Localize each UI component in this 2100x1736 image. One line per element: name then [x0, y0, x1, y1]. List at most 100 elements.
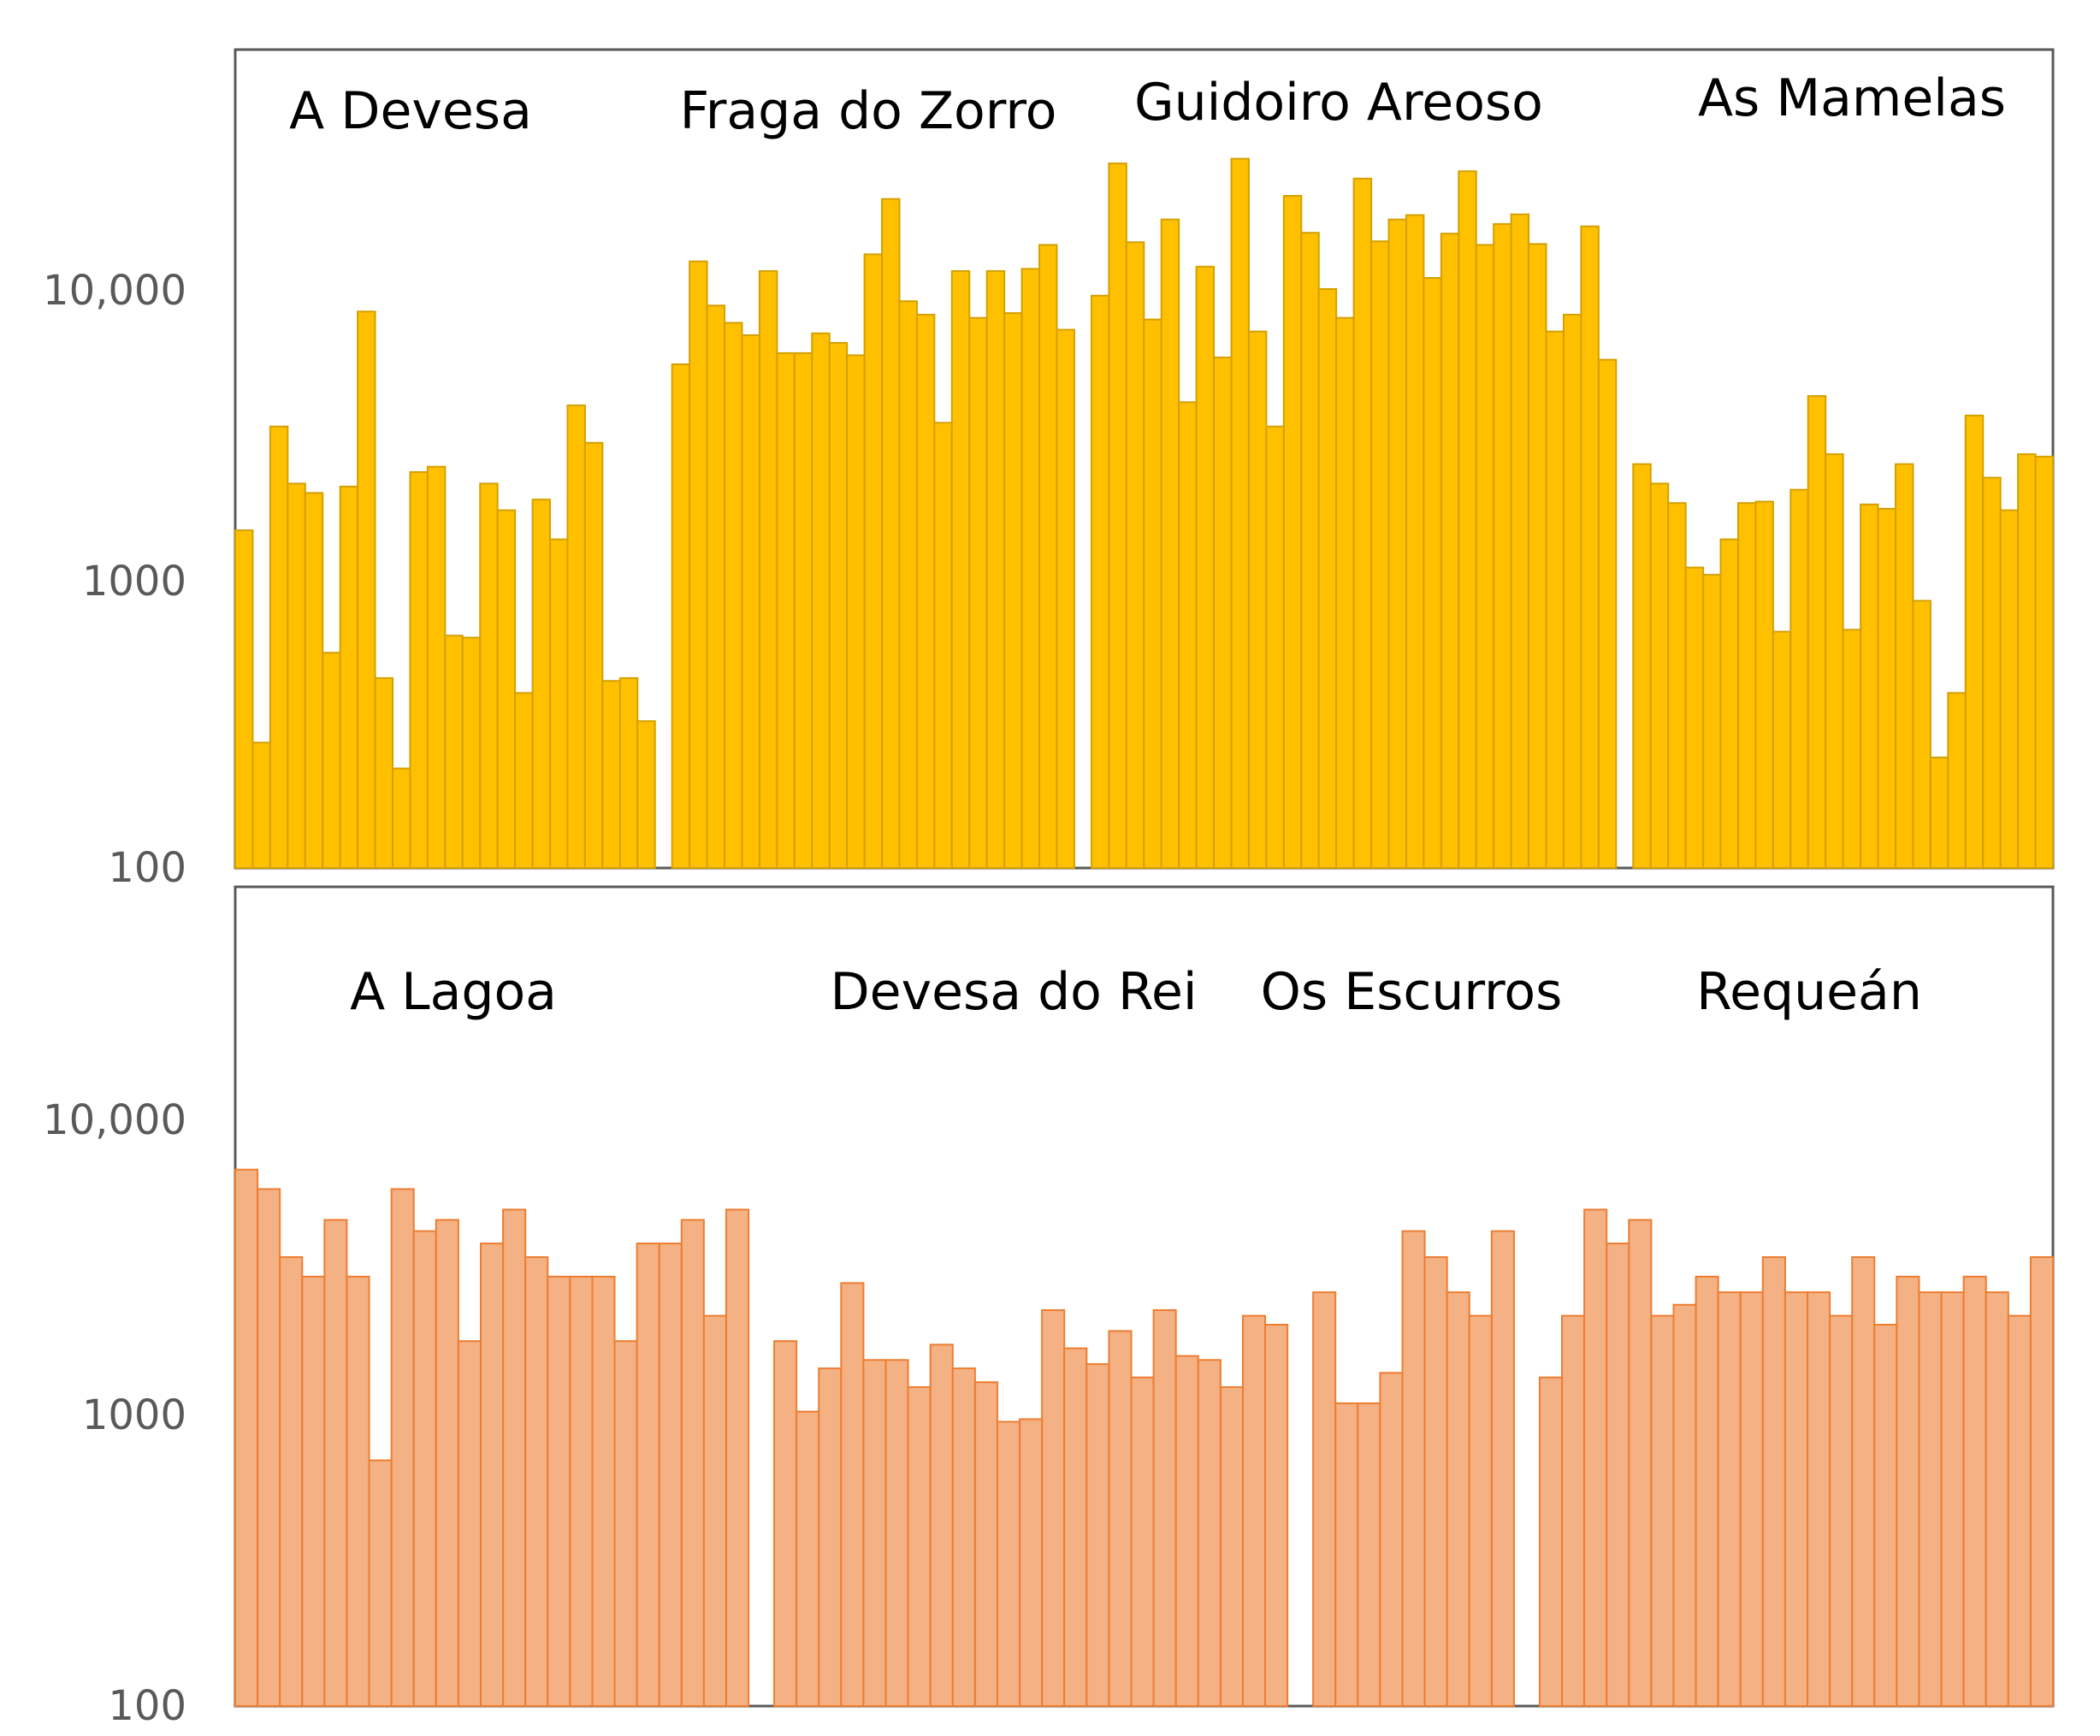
bar-1-3-5 — [1160, 218, 1180, 869]
bar-1-1-18 — [531, 499, 552, 869]
group-label-2-3: Os Escurros — [1261, 962, 1563, 1022]
bar-1-1-5 — [304, 492, 324, 869]
bar-1-4-15 — [1877, 507, 1896, 869]
bar-1-2-14 — [898, 300, 918, 869]
bar-1-4-14 — [1860, 503, 1879, 869]
bar-1-1-4 — [287, 482, 306, 869]
bar-2-1-15 — [547, 1275, 571, 1708]
bar-1-4-8 — [1754, 500, 1774, 870]
bar-1-3-1 — [1090, 294, 1110, 870]
bar-1-3-16 — [1352, 177, 1373, 869]
bar-1-3-18 — [1387, 218, 1407, 869]
bar-2-2-6 — [884, 1359, 909, 1708]
group-label-1-3: Guidoiro Areoso — [1134, 73, 1543, 133]
bar-1-2-2 — [689, 260, 708, 869]
bar-1-1-11 — [409, 471, 429, 869]
bar-1-1-15 — [479, 482, 499, 869]
group-label-2-4: Requeán — [1696, 962, 1922, 1022]
bar-1-4-4 — [1684, 566, 1705, 869]
group-label-1-2: Fraga do Zorro — [680, 81, 1057, 141]
bar-2-4-20 — [1962, 1275, 1987, 1708]
bar-2-4-17 — [1896, 1275, 1920, 1708]
bar-1-2-20 — [1003, 312, 1023, 869]
bar-1-3-17 — [1370, 240, 1390, 869]
bar-2-2-22 — [1241, 1314, 1267, 1707]
bar-2-4-15 — [1851, 1256, 1876, 1707]
bar-2-4-23 — [2029, 1256, 2054, 1707]
bar-1-3-8 — [1213, 357, 1233, 869]
bar-2-1-2 — [257, 1188, 281, 1708]
bar-2-2-4 — [840, 1282, 865, 1707]
bar-2-2-13 — [1041, 1309, 1066, 1707]
bar-1-1-6 — [322, 652, 341, 870]
bar-2-1-7 — [368, 1459, 393, 1708]
bar-2-2-18 — [1152, 1309, 1177, 1707]
bar-2-4-1 — [1538, 1376, 1564, 1707]
bar-1-2-19 — [985, 269, 1006, 869]
bar-2-1-1 — [234, 1168, 259, 1708]
bar-2-4-7 — [1672, 1303, 1697, 1707]
bar-2-2-8 — [929, 1343, 954, 1707]
bar-1-1-12 — [426, 465, 447, 869]
bar-1-2-18 — [968, 316, 988, 869]
bar-2-4-10 — [1739, 1291, 1764, 1707]
bar-1-2-23 — [1056, 328, 1075, 869]
bar-1-3-2 — [1108, 162, 1127, 870]
y-tick-label-2-2: 1000 — [82, 1391, 186, 1439]
bar-2-4-8 — [1695, 1275, 1719, 1708]
bar-2-2-17 — [1130, 1376, 1155, 1707]
bar-2-4-14 — [1829, 1314, 1854, 1707]
bar-2-1-23 — [725, 1208, 750, 1708]
bar-2-2-16 — [1108, 1330, 1133, 1707]
y-tick-label-2-1: 100 — [108, 1682, 186, 1730]
bar-2-2-15 — [1085, 1363, 1110, 1707]
bar-1-3-4 — [1143, 318, 1162, 869]
bar-2-2-20 — [1197, 1359, 1222, 1708]
bar-1-1-24 — [636, 720, 656, 869]
bar-2-3-8 — [1468, 1314, 1493, 1707]
bar-1-2-12 — [863, 253, 884, 869]
bar-2-2-5 — [862, 1359, 887, 1708]
bar-2-2-14 — [1063, 1347, 1088, 1708]
bar-1-4-9 — [1772, 630, 1792, 869]
bar-1-2-11 — [846, 354, 866, 869]
bar-2-1-16 — [569, 1275, 594, 1708]
bar-1-3-19 — [1405, 214, 1425, 869]
bar-1-3-26 — [1528, 243, 1547, 869]
bar-2-3-9 — [1490, 1230, 1515, 1707]
bar-2-4-2 — [1561, 1314, 1586, 1707]
bar-2-1-6 — [346, 1275, 370, 1708]
bar-1-4-11 — [1807, 395, 1827, 870]
bar-2-3-1 — [1312, 1291, 1337, 1707]
bar-2-3-5 — [1401, 1230, 1426, 1707]
group-label-2-2: Devesa do Rei — [830, 962, 1197, 1022]
bar-1-3-20 — [1423, 277, 1442, 869]
bar-2-1-3 — [279, 1256, 304, 1707]
bar-1-4-12 — [1825, 453, 1844, 869]
bar-1-4-20 — [1964, 414, 1985, 869]
bar-1-3-24 — [1493, 222, 1512, 869]
bar-1-4-19 — [1947, 692, 1967, 869]
bar-1-3-10 — [1247, 330, 1268, 870]
bar-2-2-10 — [973, 1381, 998, 1707]
bar-1-2-9 — [811, 332, 831, 870]
group-label-1-1: A Devesa — [289, 81, 532, 141]
bar-1-1-3 — [269, 425, 289, 869]
bar-2-4-22 — [2007, 1314, 2032, 1707]
bar-1-4-6 — [1719, 538, 1739, 869]
bar-2-2-11 — [996, 1420, 1021, 1707]
bar-2-3-3 — [1357, 1402, 1381, 1708]
bar-1-3-29 — [1580, 225, 1600, 869]
bar-2-1-11 — [457, 1340, 482, 1707]
bar-1-1-13 — [444, 635, 464, 869]
bar-1-3-3 — [1125, 241, 1145, 870]
bar-1-1-7 — [339, 486, 359, 869]
bar-1-2-15 — [915, 313, 936, 869]
bar-2-1-20 — [658, 1243, 683, 1708]
bar-2-4-11 — [1761, 1256, 1786, 1707]
bar-1-4-13 — [1842, 629, 1862, 869]
bar-1-2-22 — [1038, 244, 1058, 869]
bar-2-4-13 — [1807, 1291, 1831, 1707]
y-tick-label-1-2: 1000 — [82, 558, 186, 605]
